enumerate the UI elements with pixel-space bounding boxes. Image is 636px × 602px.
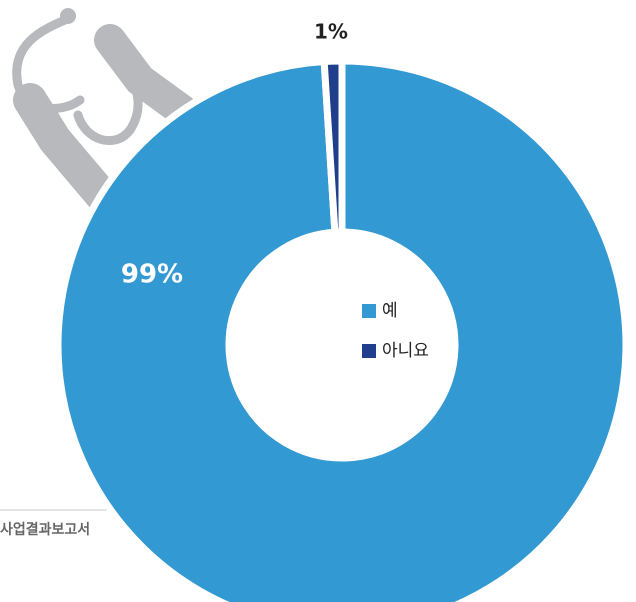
value-label: 1% [314, 20, 348, 44]
donut-slice [54, 57, 630, 602]
legend-label: 예 [382, 301, 398, 321]
legend-swatch [362, 304, 376, 318]
stethoscope-illustration [12, 8, 211, 222]
donut-slice [320, 57, 346, 236]
legend-swatch [362, 344, 376, 358]
source: 사업결과보고서 [0, 521, 90, 538]
legend-label: 아니요 [382, 341, 429, 361]
value-label: 99% [121, 260, 183, 290]
